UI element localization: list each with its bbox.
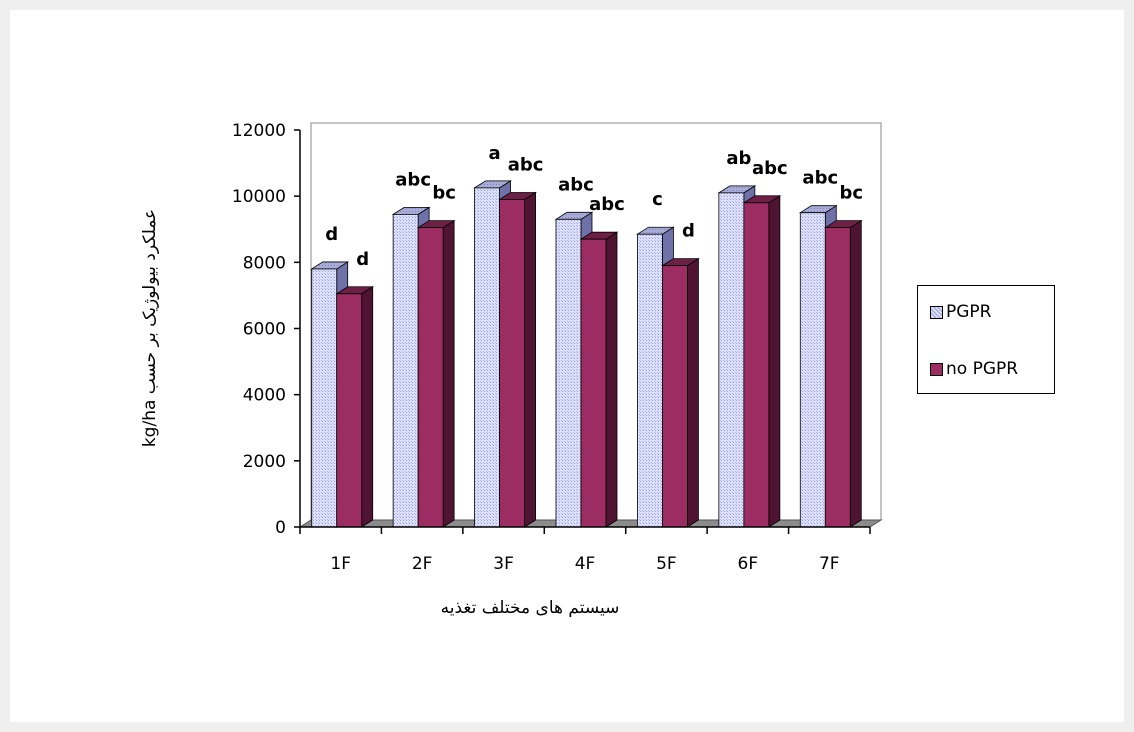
bar-front <box>718 192 745 528</box>
bar-letter: d <box>356 249 369 270</box>
bar-front <box>474 187 500 528</box>
legend-swatch-pgpr <box>930 305 943 319</box>
bar-letter: bc <box>840 183 864 204</box>
y-tick-label: 10000 <box>232 187 286 207</box>
bar-front <box>580 238 607 528</box>
bar-front <box>662 265 688 528</box>
bar-front <box>499 199 525 528</box>
bar-no-pgpr <box>742 195 782 528</box>
bar-front <box>336 293 363 528</box>
axes-group: 0 2000 4000 6000 8000 10000 12000 1F 2F 3F 4F 5F 6F 7… <box>232 121 871 574</box>
bar-letter: c <box>652 189 663 210</box>
legend-swatch-no-pgpr <box>930 362 943 376</box>
bars-group <box>310 180 863 528</box>
bar-side <box>687 257 699 528</box>
bar-no-pgpr <box>579 231 619 528</box>
legend: PGPR no PGPR <box>917 285 1055 394</box>
x-tick-label: 6F <box>738 554 759 574</box>
y-tick-label: 0 <box>275 518 286 538</box>
bar-front <box>799 212 826 528</box>
legend-label-no-pgpr: no PGPR <box>946 359 1019 379</box>
bar-no-pgpr <box>416 219 456 528</box>
x-tick-label: 4F <box>575 554 596 574</box>
bar-no-pgpr <box>335 286 375 528</box>
bar-letter: abc <box>752 158 788 179</box>
bar-letter: ab <box>726 148 751 169</box>
bar-side <box>768 195 781 528</box>
bar-letter: abc <box>508 154 544 175</box>
bar-letter: d <box>325 224 338 245</box>
bar-no-pgpr <box>498 191 537 528</box>
legend-item-pgpr: PGPR <box>930 301 992 323</box>
y-tick-label: 4000 <box>243 386 286 406</box>
bar-side <box>442 219 455 528</box>
bar-letter: bc <box>432 183 456 204</box>
x-tick-label: 3F <box>493 554 514 574</box>
y-tick-label: 12000 <box>232 121 286 141</box>
back-wall <box>310 122 882 520</box>
bar-front <box>555 218 582 528</box>
x-axis-title: سیستم های مختلف تغذیه <box>441 598 620 618</box>
legend-label-pgpr: PGPR <box>946 302 992 322</box>
plot-walls <box>310 122 882 520</box>
bar-front <box>392 213 419 528</box>
x-tick-label: 1F <box>330 554 351 574</box>
bar-no-pgpr <box>661 257 700 528</box>
bar-chart: 0 2000 4000 6000 8000 10000 12000 1F 2F 3F 4F 5F 6F 7… <box>140 121 883 618</box>
bar-letter: abc <box>802 168 838 189</box>
bar-side <box>361 286 374 528</box>
y-tick-label: 2000 <box>243 452 286 472</box>
y-tick-label: 6000 <box>243 320 286 340</box>
x-tick-label: 2F <box>412 554 433 574</box>
x-tick-label: 7F <box>819 554 840 574</box>
x-tick-label: 5F <box>656 554 677 574</box>
bar-letter: abc <box>395 169 431 190</box>
bar-front <box>743 202 770 528</box>
y-tick-label: 8000 <box>243 253 286 273</box>
bar-front <box>824 227 851 528</box>
bar-letter: abc <box>558 174 594 195</box>
bar-front <box>637 233 663 528</box>
legend-item-no-pgpr: no PGPR <box>930 358 1018 380</box>
bar-side <box>605 231 618 528</box>
bar-front <box>311 268 338 528</box>
bar-front <box>417 227 444 528</box>
bar-letter: d <box>682 221 695 242</box>
y-axis-title: عملکرد بیولوژیک بر حسب kg/ha <box>140 209 160 447</box>
bar-letter: abc <box>589 194 625 215</box>
bar-side <box>849 219 862 528</box>
bar-no-pgpr <box>823 219 863 528</box>
bar-side <box>524 191 536 528</box>
bar-letter: a <box>488 143 500 164</box>
chart-frame: 0 2000 4000 6000 8000 10000 12000 1F 2F 3F 4F 5F 6F 7… <box>10 10 1124 722</box>
